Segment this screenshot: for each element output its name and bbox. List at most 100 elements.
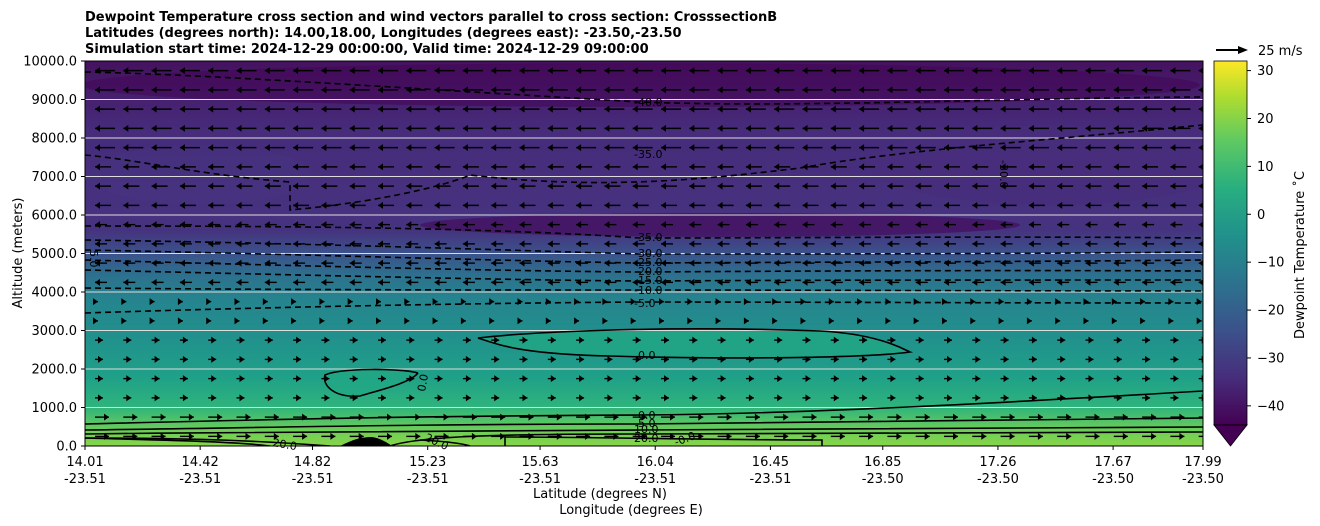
wind-vector-head (462, 144, 468, 152)
wind-vector-head (1113, 124, 1119, 132)
wind-vector-head (1026, 317, 1032, 325)
wind-vector-head (95, 259, 100, 267)
wind-vector-head (802, 278, 808, 286)
contour-minus5 (85, 301, 1203, 314)
wind-vector-head (859, 221, 865, 229)
x-tick-label-lon: -23.50 (862, 472, 904, 487)
wind-vector-head (211, 394, 217, 402)
wind-vector-head (550, 394, 556, 402)
wind-vector-head (972, 182, 978, 190)
y-tick-label: 7000.0 (32, 170, 78, 185)
y-tick-label: 9000.0 (32, 93, 78, 108)
wind-vector-head (635, 336, 641, 344)
wind-vector-head (462, 124, 468, 132)
wind-vector-head (264, 86, 270, 94)
wind-vector-head (406, 240, 412, 248)
wind-vector-head (692, 355, 698, 363)
wind-vector-head (188, 432, 194, 440)
contour-plus10 (85, 426, 1203, 435)
wind-vector-head (1173, 336, 1179, 344)
contour-minus30 (85, 239, 1203, 255)
wind-vector-head (462, 221, 468, 229)
wind-vector-head (975, 336, 981, 344)
wind-vector-head (833, 336, 839, 344)
wind-vector-head (720, 336, 726, 344)
wind-vector-head (378, 144, 383, 152)
wind-vector-head (321, 201, 327, 209)
wind-vector-head (1198, 106, 1203, 113)
wind-vector-head (293, 240, 299, 248)
wind-vector-head (378, 105, 383, 113)
wind-vector-head (661, 278, 666, 286)
wind-vector-head (550, 336, 556, 344)
wind-vector-head (352, 355, 358, 363)
wind-vector-head (349, 105, 355, 113)
wind-vector-head (1145, 375, 1151, 383)
wind-vector-head (1057, 105, 1063, 113)
wind-vector-head (1198, 144, 1203, 151)
wind-vector-head (859, 105, 865, 113)
wind-vector-head (1170, 240, 1176, 248)
wind-vector-head (517, 317, 523, 325)
wind-vector-head (179, 86, 185, 94)
wind-vector-head (777, 375, 783, 383)
wind-vector-head (378, 182, 383, 190)
wind-vector-head (460, 317, 466, 325)
x-tick-label-lat: 14.82 (294, 455, 331, 470)
wind-vector-head (406, 182, 412, 190)
wind-vector-head (1198, 67, 1203, 74)
wind-vector-head (381, 394, 386, 402)
wind-vector-head (491, 144, 497, 152)
wind-vector-head (1028, 240, 1034, 248)
wind-vector-head (887, 86, 893, 94)
wind-vector-head (321, 124, 327, 132)
wind-vector-head (745, 124, 751, 132)
colorbar-tick-label: −30 (1257, 351, 1284, 366)
wind-vector-head (1057, 124, 1063, 132)
wind-vector-head (783, 413, 789, 421)
wind-vector-head (208, 259, 214, 267)
wind-vector-head (123, 105, 129, 113)
wind-vector-head (1170, 259, 1176, 267)
wind-vector-head (465, 336, 471, 344)
wind-vector-head (491, 163, 497, 171)
wind-vector-head (1170, 201, 1176, 209)
wind-vector-head (95, 86, 100, 94)
contour-label: -5.0 (634, 417, 655, 430)
wind-vector-head (689, 221, 695, 229)
wind-vectors (93, 67, 1203, 440)
wind-vector-head (896, 432, 902, 440)
wind-vector-head (352, 336, 358, 344)
wind-vector-head (491, 86, 497, 94)
wind-vector-head (975, 394, 981, 402)
contour-minus15 (85, 269, 1203, 282)
wind-vector-head (182, 375, 188, 383)
wind-vector-head (123, 182, 129, 190)
wind-vector-head (462, 259, 468, 267)
wind-vector-head (944, 182, 949, 190)
wind-vector-head (1009, 413, 1015, 421)
wind-vector-head (321, 105, 327, 113)
wind-vector-head (1000, 182, 1006, 190)
wind-vector-head (208, 182, 214, 190)
wind-vector-head (630, 317, 636, 325)
wind-vector-head (434, 182, 440, 190)
wind-vector-head (491, 201, 497, 209)
wind-vector-head (358, 432, 364, 440)
wind-vector-head (859, 259, 865, 267)
wind-vector-head (885, 298, 891, 306)
wind-vector-head (1116, 355, 1122, 363)
plot-field (85, 61, 1203, 446)
wind-vector-head (1151, 413, 1157, 421)
wind-vector-head (321, 163, 327, 171)
wind-vector-head (868, 432, 874, 440)
wind-vector-head (576, 182, 582, 190)
wind-vector-head (1031, 375, 1037, 383)
wind-vector-head (748, 336, 754, 344)
wind-vector-head (859, 67, 865, 75)
wind-vector-head (1142, 240, 1148, 248)
wind-vector-head (915, 182, 921, 190)
wind-vector-head (632, 182, 638, 190)
wind-vector-head (406, 105, 412, 113)
wind-vector-head (1142, 86, 1148, 94)
